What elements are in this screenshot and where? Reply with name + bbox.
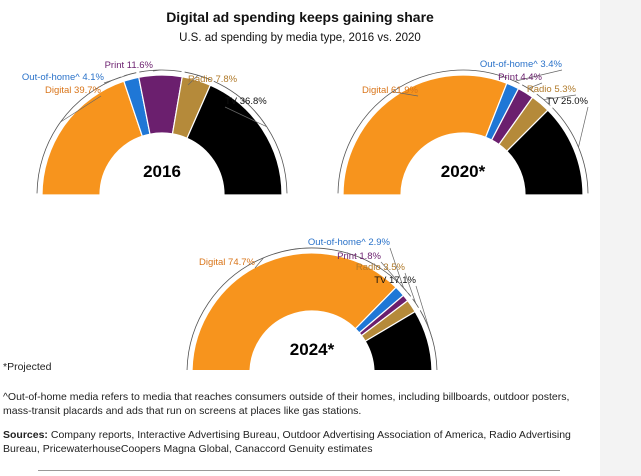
sources-label: Sources: [3,429,48,441]
leader-radio-2016 [187,75,199,86]
bracket-radio-2020 [536,93,551,106]
out-of-home-footnote: ^Out-of-home media refers to media that … [3,391,570,417]
leader-radio-2024 [404,272,417,304]
data-label-tv-2020: TV 25.0% [546,96,588,107]
sources-text: Company reports, Interactive Advertising… [3,429,571,455]
year-label-2020: 2020* [441,162,486,181]
leader-digital-2016 [60,95,102,123]
bracket-radio-2016 [184,71,212,81]
year-label-2016: 2016 [143,162,181,181]
bracket-radio-2024 [412,298,419,308]
half-donut-2020: Digital 61.9% Out-of-home^ 3.4% Print 4.4%… [337,59,589,196]
sources-note: Sources: Company reports, Interactive Ad… [3,428,593,456]
slice-digital-2024 [191,252,397,370]
leader-digital-2020 [392,91,419,97]
data-label-print-2020: Print 4.4% [498,72,542,83]
leader-print-2020 [528,82,543,89]
data-label-print-2024: Print 1.8% [337,251,381,262]
data-label-tv-2024: TV 17.1% [374,275,416,286]
data-label-radio-2016: Radio 7.8% [188,74,238,85]
half-donut-2024: Digital 74.7% Out-of-home^ 2.9% Print 1.8%… [186,237,438,370]
leader-print-2016 [152,69,161,72]
slice-tv-2020 [505,109,584,196]
data-label-digital-2024: Digital 74.7% [199,257,256,268]
donut-charts: Digital 39.7% Out-of-home^ 4.1%Print 11.6… [22,59,589,370]
chart-subtitle: U.S. ad spending by media type, 2016 vs.… [179,32,421,44]
projected-footnote: *Projected [3,361,52,373]
slice-tv-2024 [364,310,433,370]
slice-tv-2016 [186,84,283,196]
data-label-digital-2020: Digital 61.9% [362,85,419,96]
chart-panel: Digital ad spending keeps gaining share … [0,0,600,476]
data-label-radio-2020: Radio 5.3% [527,84,577,95]
data-label-out-of-home-2016: Out-of-home^ 4.1% [22,72,105,83]
leader-tv-2016 [224,106,267,128]
year-label-2024: 2024* [290,340,335,359]
data-label-digital-2016: Digital 39.7% [45,85,102,96]
leader-tv-2024 [415,285,433,340]
leader-out-of-home-2016 [103,73,131,84]
leader-print-2024 [380,261,410,296]
leader-radio-2020 [543,94,577,100]
leader-out-of-home-2024 [389,247,404,288]
slice-digital-2016 [41,80,144,196]
data-label-print-2016: Print 11.6% [105,60,154,71]
data-label-out-of-home-2020: Out-of-home^ 3.4% [480,59,563,70]
data-label-radio-2024: Radio 3.5% [356,262,406,273]
data-label-out-of-home-2024: Out-of-home^ 2.9% [308,237,391,248]
bracket-tv-2020 [552,107,589,194]
bottom-divider [38,470,560,471]
chart-title: Digital ad spending keeps gaining share [166,9,434,25]
half-donut-2016: Digital 39.7% Out-of-home^ 4.1%Print 11.6… [22,60,288,196]
leader-digital-2024 [254,257,264,269]
leader-out-of-home-2020 [514,69,563,82]
slice-digital-2020 [342,74,508,196]
leader-tv-2020 [578,106,589,148]
data-label-tv-2016: TV 36.8% [225,96,267,107]
